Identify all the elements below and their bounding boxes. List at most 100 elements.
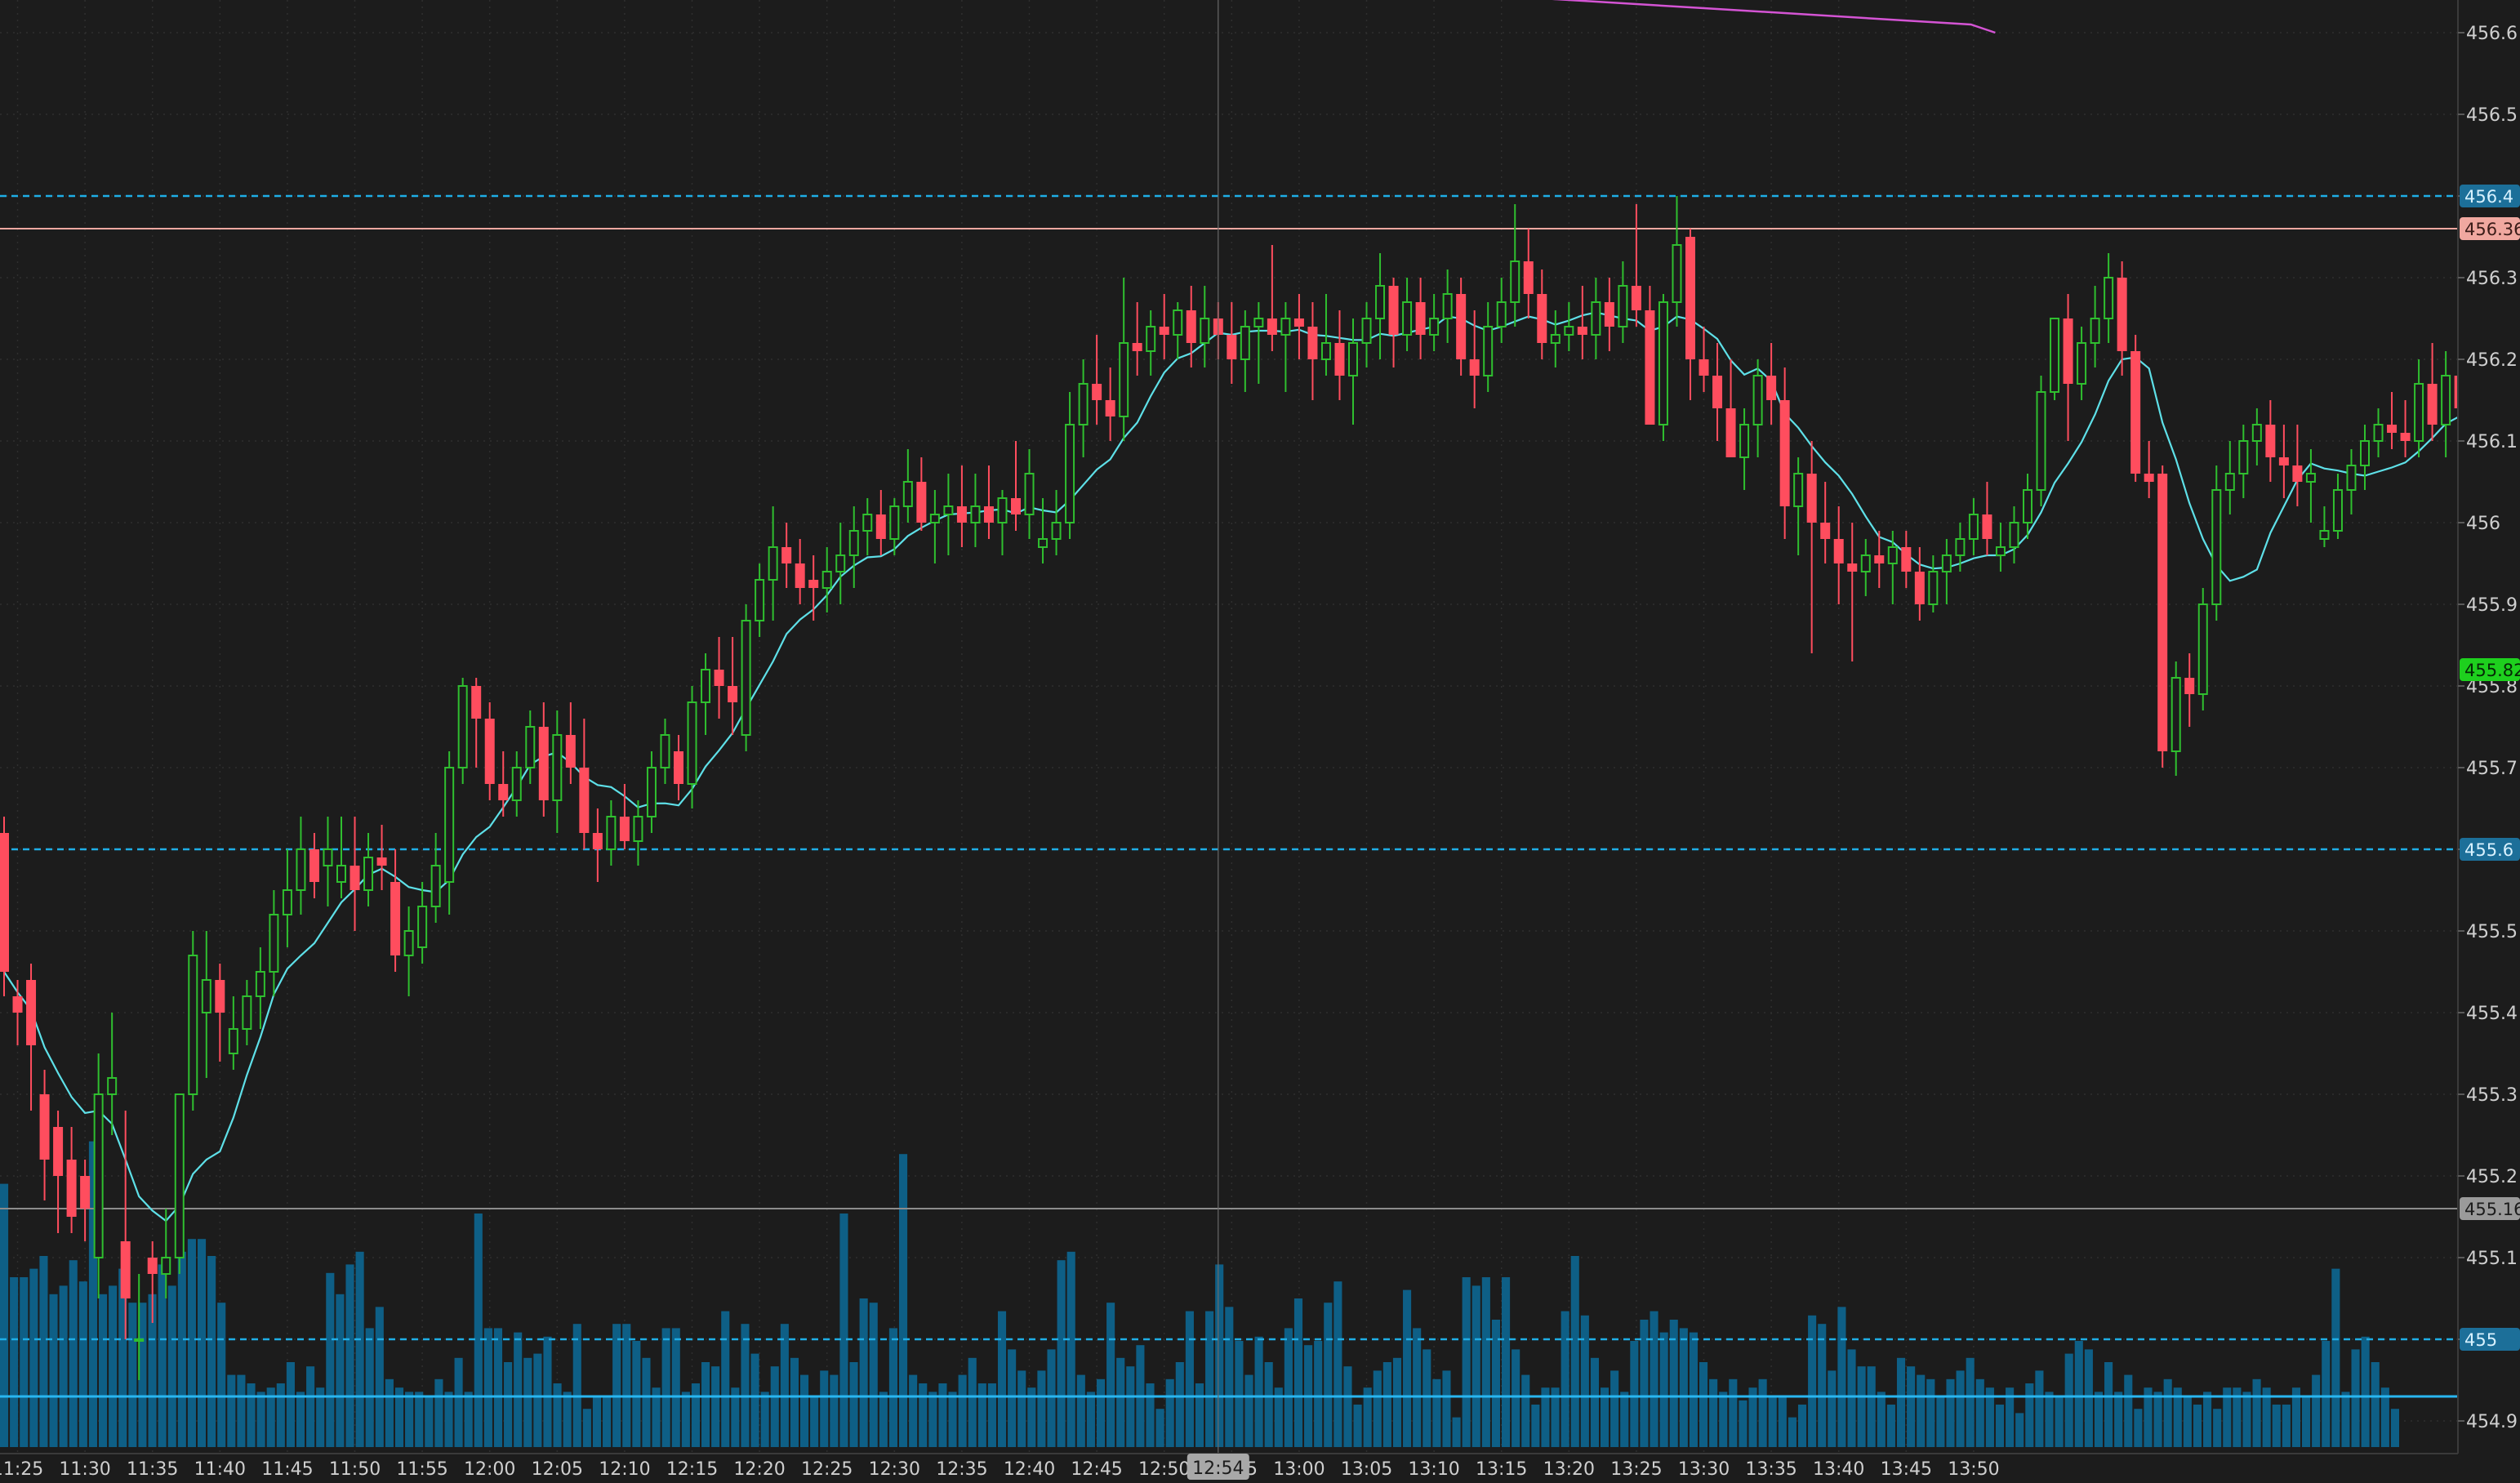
volume-bar xyxy=(1126,1366,1135,1447)
candle-body xyxy=(174,1093,185,1258)
candle xyxy=(1941,539,1952,604)
volume-bar xyxy=(1808,1315,1817,1447)
volume-bar xyxy=(385,1378,394,1447)
candle xyxy=(2224,441,2235,514)
volume-bar xyxy=(2371,1362,2380,1447)
volume-bar xyxy=(207,1256,216,1447)
volume-bar xyxy=(1758,1378,1767,1447)
candle-body xyxy=(1051,522,1062,540)
candle xyxy=(1240,310,1250,392)
candle-body xyxy=(1307,327,1318,359)
volume-bar xyxy=(1382,1362,1391,1447)
candle-body xyxy=(1577,327,1587,335)
candle-body xyxy=(484,719,495,784)
volume-bar xyxy=(2282,1405,2291,1447)
candle xyxy=(2170,661,2181,776)
candle-body xyxy=(80,1176,91,1209)
candle-body xyxy=(1658,301,1668,425)
candle-body xyxy=(1415,302,1426,335)
volume-bar xyxy=(1896,1357,1906,1447)
candle xyxy=(2050,318,2060,400)
time-tick-label: 13:10 xyxy=(1408,1459,1459,1480)
candle-body xyxy=(525,726,536,768)
candle-body xyxy=(728,686,738,702)
volume-bar xyxy=(296,1392,305,1447)
price-tag-text: 456.36 xyxy=(2464,220,2520,239)
candle xyxy=(2360,425,2370,490)
candle xyxy=(511,751,522,817)
candle-body xyxy=(498,784,509,800)
volume-bar xyxy=(1729,1378,1738,1447)
candle-body xyxy=(1537,294,1547,343)
price-tags: 456.4 455.6 455 456.36 455.16 455.82 xyxy=(2460,185,2520,1351)
time-tick-label: 12:00 xyxy=(464,1459,515,1480)
candle xyxy=(1995,523,2006,572)
price-tag-text: 456.4 xyxy=(2464,187,2513,207)
volume-bar xyxy=(1926,1378,1935,1447)
volume-bar xyxy=(1363,1387,1372,1447)
candle xyxy=(430,833,441,923)
candle-body xyxy=(444,767,455,883)
volume-bar xyxy=(1788,1417,1797,1447)
time-axis[interactable]: 11:25 11:30 11:35 11:40 11:45 11:50 11:55 12:00… xyxy=(0,1454,2000,1480)
candle-body xyxy=(997,497,1008,523)
candle xyxy=(2117,261,2127,376)
candle-body xyxy=(1375,285,1386,319)
candle-body xyxy=(2170,677,2181,752)
candle-body xyxy=(1712,376,1723,408)
candle xyxy=(1955,523,1966,572)
candle-body xyxy=(2144,474,2154,482)
volume-bar xyxy=(1274,1387,1283,1447)
candle xyxy=(1901,531,1912,588)
volume-bar xyxy=(1531,1405,1540,1447)
volume-bar xyxy=(1254,1336,1263,1447)
candle-body xyxy=(1941,554,1952,572)
candle-body xyxy=(1293,318,1304,327)
volume-bar xyxy=(2331,1268,2340,1447)
volume-bar xyxy=(1284,1328,1293,1447)
time-tick-label: 12:35 xyxy=(936,1459,987,1480)
volume-bar xyxy=(2163,1378,2172,1447)
candle-body xyxy=(1267,318,1277,335)
candle-body xyxy=(1766,376,1777,400)
volume-bar xyxy=(1293,1298,1303,1447)
volume-bar xyxy=(1037,1370,1046,1447)
candle-body xyxy=(390,882,401,955)
volume-bar xyxy=(1481,1277,1490,1447)
volume-bar xyxy=(2183,1396,2192,1447)
volume-bar xyxy=(1205,1311,1214,1447)
candle xyxy=(1537,269,1547,359)
candle-body xyxy=(1847,563,1858,572)
volume-bar xyxy=(1146,1383,1155,1447)
candle xyxy=(1253,302,1264,384)
candle xyxy=(1577,286,1587,359)
candle xyxy=(1402,278,1413,351)
volume-bar xyxy=(997,1311,1007,1447)
volume-bar xyxy=(948,1392,957,1447)
candle xyxy=(1469,310,1480,408)
price-tag: 456.4 xyxy=(2460,185,2520,207)
candle xyxy=(2157,465,2168,768)
candle xyxy=(53,1111,64,1233)
time-tick-label: 13:25 xyxy=(1610,1459,1662,1480)
volume-bar xyxy=(0,1183,9,1447)
volume-bar xyxy=(1659,1332,1668,1447)
candle-body xyxy=(1092,384,1102,400)
volume-bar xyxy=(898,1154,908,1447)
candle xyxy=(674,735,683,800)
volume-bar xyxy=(2390,1409,2399,1447)
candle xyxy=(1456,278,1467,376)
candle-body xyxy=(2157,474,2168,751)
volume-bar xyxy=(582,1409,591,1447)
candle xyxy=(80,1160,91,1241)
candle-body xyxy=(2278,457,2289,465)
candle xyxy=(1415,278,1426,359)
price-tag-bg xyxy=(2460,1197,2520,1220)
candle-body xyxy=(674,751,683,784)
volume-bar xyxy=(691,1383,701,1447)
candle-body xyxy=(1442,293,1453,319)
candle-body xyxy=(120,1241,131,1298)
price-tag-bg xyxy=(2460,838,2520,861)
volume-bar xyxy=(1551,1387,1560,1447)
